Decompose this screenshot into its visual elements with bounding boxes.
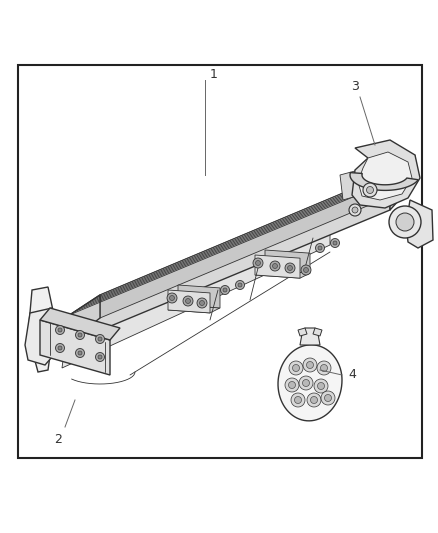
- Circle shape: [58, 346, 62, 350]
- Circle shape: [352, 207, 358, 213]
- Circle shape: [223, 288, 227, 292]
- Circle shape: [303, 379, 310, 386]
- Polygon shape: [265, 250, 310, 273]
- Polygon shape: [178, 285, 220, 308]
- Polygon shape: [352, 140, 420, 208]
- Circle shape: [321, 391, 335, 405]
- Circle shape: [58, 328, 62, 332]
- Circle shape: [167, 293, 177, 303]
- Text: 3: 3: [351, 80, 359, 93]
- Circle shape: [78, 333, 82, 337]
- Circle shape: [289, 361, 303, 375]
- Circle shape: [294, 397, 301, 403]
- Polygon shape: [255, 270, 310, 278]
- Circle shape: [303, 358, 317, 372]
- Circle shape: [75, 349, 85, 358]
- Circle shape: [287, 265, 293, 271]
- Circle shape: [317, 361, 331, 375]
- Circle shape: [285, 263, 295, 273]
- Circle shape: [98, 337, 102, 341]
- Polygon shape: [62, 220, 330, 368]
- Circle shape: [236, 280, 244, 289]
- Circle shape: [301, 265, 311, 275]
- Polygon shape: [168, 290, 210, 313]
- Circle shape: [307, 361, 314, 368]
- Polygon shape: [40, 308, 120, 340]
- Circle shape: [56, 326, 64, 335]
- Polygon shape: [390, 165, 410, 210]
- Polygon shape: [298, 328, 307, 336]
- Circle shape: [183, 296, 193, 306]
- Bar: [18, 65, 422, 458]
- Circle shape: [311, 397, 318, 403]
- Circle shape: [289, 382, 296, 389]
- Polygon shape: [168, 305, 220, 313]
- Circle shape: [367, 187, 374, 193]
- Circle shape: [56, 343, 64, 352]
- Polygon shape: [255, 255, 300, 278]
- Circle shape: [186, 298, 191, 303]
- Circle shape: [220, 286, 230, 295]
- Circle shape: [293, 365, 300, 372]
- Polygon shape: [350, 173, 418, 190]
- Circle shape: [315, 244, 325, 253]
- Circle shape: [304, 268, 308, 272]
- Circle shape: [270, 261, 280, 271]
- Text: 4: 4: [348, 368, 356, 382]
- Polygon shape: [278, 345, 342, 421]
- Circle shape: [253, 258, 263, 268]
- Circle shape: [255, 261, 261, 265]
- Circle shape: [314, 379, 328, 393]
- Circle shape: [321, 365, 328, 372]
- Polygon shape: [65, 165, 410, 318]
- Polygon shape: [100, 165, 410, 318]
- Circle shape: [299, 376, 313, 390]
- Circle shape: [285, 378, 299, 392]
- Circle shape: [389, 206, 421, 238]
- Text: 1: 1: [210, 69, 218, 82]
- Text: 2: 2: [54, 433, 62, 446]
- Polygon shape: [25, 308, 52, 365]
- Polygon shape: [313, 328, 322, 336]
- Circle shape: [199, 301, 205, 305]
- Circle shape: [331, 238, 339, 247]
- Circle shape: [333, 241, 337, 245]
- Circle shape: [318, 246, 322, 250]
- Circle shape: [363, 183, 377, 197]
- Polygon shape: [65, 295, 100, 345]
- Circle shape: [78, 351, 82, 355]
- Polygon shape: [406, 200, 433, 248]
- Circle shape: [75, 330, 85, 340]
- Polygon shape: [358, 152, 412, 200]
- Circle shape: [95, 352, 105, 361]
- Polygon shape: [300, 328, 320, 345]
- Circle shape: [307, 393, 321, 407]
- Circle shape: [238, 283, 242, 287]
- Circle shape: [349, 204, 361, 216]
- Polygon shape: [28, 287, 55, 372]
- Polygon shape: [340, 155, 418, 200]
- Circle shape: [170, 295, 174, 301]
- Circle shape: [98, 355, 102, 359]
- Polygon shape: [65, 183, 390, 345]
- Circle shape: [197, 298, 207, 308]
- Circle shape: [272, 263, 278, 269]
- Polygon shape: [40, 320, 110, 375]
- Circle shape: [396, 213, 414, 231]
- Circle shape: [325, 394, 332, 401]
- Circle shape: [318, 383, 325, 390]
- Circle shape: [291, 393, 305, 407]
- Circle shape: [95, 335, 105, 343]
